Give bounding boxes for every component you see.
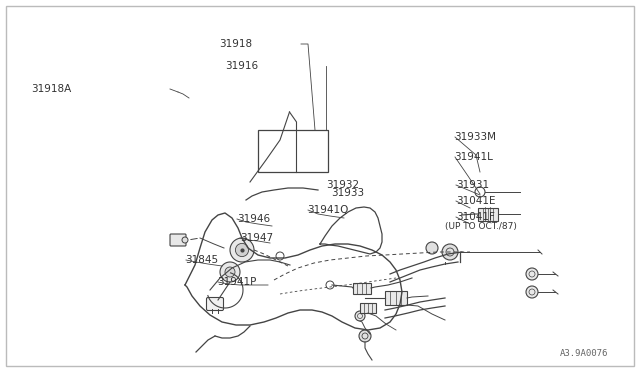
Text: 31918: 31918 bbox=[219, 39, 252, 49]
Bar bbox=[353, 282, 371, 294]
Text: 31918A: 31918A bbox=[31, 84, 71, 93]
Bar bbox=[385, 291, 407, 305]
Circle shape bbox=[225, 267, 235, 277]
Text: 31946: 31946 bbox=[237, 215, 270, 224]
Circle shape bbox=[442, 244, 458, 260]
Circle shape bbox=[526, 268, 538, 280]
Text: 31941L: 31941L bbox=[454, 152, 493, 162]
Text: 31916: 31916 bbox=[225, 61, 259, 71]
Circle shape bbox=[526, 286, 538, 298]
Circle shape bbox=[355, 311, 365, 321]
FancyBboxPatch shape bbox=[207, 298, 223, 311]
Circle shape bbox=[426, 242, 438, 254]
Circle shape bbox=[359, 330, 371, 342]
Circle shape bbox=[326, 281, 334, 289]
Text: 31933: 31933 bbox=[331, 188, 364, 198]
Text: 31041F: 31041F bbox=[456, 212, 495, 221]
Circle shape bbox=[475, 187, 485, 197]
Circle shape bbox=[276, 252, 284, 260]
Circle shape bbox=[230, 238, 254, 262]
Text: 31933M: 31933M bbox=[454, 132, 497, 142]
Bar bbox=[478, 208, 498, 221]
Text: 31931: 31931 bbox=[456, 180, 489, 190]
Text: 31941Q: 31941Q bbox=[307, 205, 349, 215]
Circle shape bbox=[220, 262, 240, 282]
Text: 31947: 31947 bbox=[240, 233, 273, 243]
Text: 31932: 31932 bbox=[326, 180, 360, 190]
Bar bbox=[258, 130, 328, 172]
Circle shape bbox=[182, 237, 188, 243]
FancyBboxPatch shape bbox=[170, 234, 186, 246]
Text: (UP TO OCT./87): (UP TO OCT./87) bbox=[445, 222, 517, 231]
Text: 31041E: 31041E bbox=[456, 196, 495, 206]
Bar bbox=[360, 303, 376, 313]
Text: 31941P: 31941P bbox=[218, 277, 257, 287]
Circle shape bbox=[236, 243, 248, 257]
Text: A3.9A0076: A3.9A0076 bbox=[560, 349, 609, 358]
Text: 31845: 31845 bbox=[186, 256, 219, 265]
